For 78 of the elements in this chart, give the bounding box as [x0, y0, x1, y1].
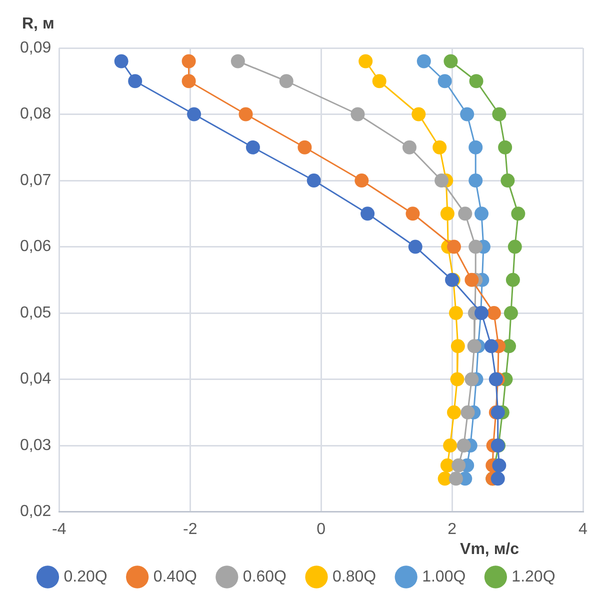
- point: [458, 206, 472, 221]
- point: [450, 339, 465, 354]
- point: [182, 54, 196, 68]
- point: [500, 174, 515, 188]
- point: [360, 206, 375, 221]
- point: [448, 472, 463, 486]
- y-tick-label: 0,06: [20, 238, 52, 256]
- x-tick-label: -4: [52, 520, 66, 538]
- point: [498, 140, 512, 154]
- legend-label: 0.40Q: [153, 568, 197, 586]
- point: [372, 74, 386, 88]
- x-tick-label: 2: [448, 520, 457, 538]
- point: [444, 54, 458, 68]
- point: [438, 74, 452, 88]
- point: [468, 140, 483, 154]
- point: [238, 107, 253, 122]
- point: [230, 54, 245, 68]
- point: [114, 54, 128, 68]
- point: [443, 438, 458, 453]
- point: [508, 240, 522, 254]
- point: [416, 54, 431, 68]
- point: [460, 107, 474, 122]
- point: [182, 74, 196, 88]
- point: [492, 107, 506, 122]
- legend-label: 1.00Q: [422, 568, 466, 586]
- point: [467, 339, 482, 354]
- point: [354, 174, 369, 188]
- point: [486, 306, 501, 320]
- point: [350, 107, 365, 122]
- point: [298, 140, 312, 154]
- point: [279, 74, 294, 88]
- point: [408, 240, 422, 254]
- point: [402, 140, 416, 154]
- point: [306, 174, 321, 188]
- point: [484, 339, 498, 354]
- point: [450, 372, 464, 386]
- point: [460, 405, 475, 420]
- y-tick-label: 0,08: [20, 106, 52, 123]
- y-axis-title: R, м: [22, 15, 54, 32]
- y-tick-label: 0,03: [20, 436, 52, 454]
- point: [464, 272, 479, 287]
- point: [447, 405, 461, 420]
- point: [456, 438, 471, 453]
- point: [464, 372, 479, 386]
- point: [128, 74, 142, 88]
- point: [474, 206, 488, 221]
- legend-label: 0.60Q: [242, 568, 287, 586]
- point: [469, 74, 484, 88]
- point: [452, 458, 466, 472]
- point: [448, 306, 463, 320]
- x-tick-label: -2: [182, 520, 198, 538]
- point: [246, 140, 260, 154]
- point: [506, 272, 520, 287]
- point: [447, 240, 461, 254]
- point: [358, 54, 373, 68]
- point: [490, 472, 505, 486]
- point: [492, 458, 506, 472]
- x-tick-label: 0: [316, 520, 326, 538]
- point: [468, 240, 483, 254]
- point: [504, 306, 518, 320]
- y-tick-label: 0,04: [20, 370, 52, 388]
- legend-label: 1.20Q: [512, 568, 556, 586]
- y-tick-label: 0,09: [20, 39, 52, 56]
- point: [187, 107, 202, 122]
- point: [440, 206, 454, 221]
- y-tick-label: 0,05: [20, 304, 52, 322]
- x-axis-title: Vm, м/с: [460, 541, 520, 558]
- point: [511, 206, 526, 221]
- point: [434, 174, 449, 188]
- legend-label: 0.20Q: [64, 568, 108, 586]
- y-tick-label: 0,07: [20, 172, 52, 189]
- legend-label: 0.80Q: [332, 568, 376, 586]
- point: [412, 107, 426, 122]
- point: [406, 206, 420, 221]
- point: [468, 174, 483, 188]
- x-tick-label: 4: [578, 520, 588, 538]
- y-tick-label: 0,02: [20, 503, 52, 520]
- point: [432, 140, 447, 154]
